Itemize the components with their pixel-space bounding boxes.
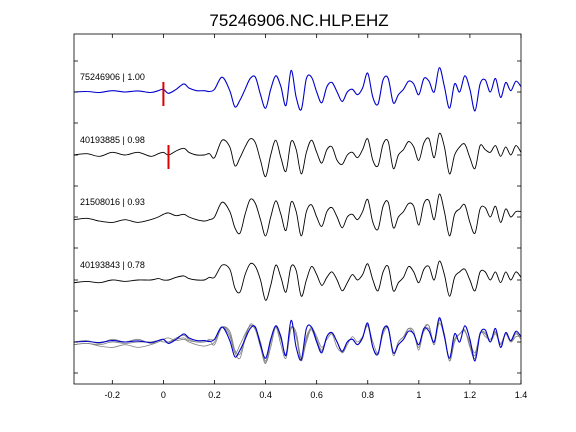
- trace-label-2: 40193885 | 0.98: [80, 135, 145, 145]
- trace-3: [73, 193, 522, 237]
- x-tick-label-6: 1: [416, 390, 421, 400]
- x-tick-label-5: 0.8: [361, 390, 374, 400]
- trace-4: [73, 260, 522, 301]
- trace-layer: [73, 67, 522, 301]
- overlay-layer: [73, 317, 522, 365]
- x-tick-label-7: 1.2: [464, 390, 477, 400]
- trace-2: [73, 132, 522, 178]
- x-tick-label-4: 0.6: [310, 390, 323, 400]
- trace-1: [73, 67, 522, 112]
- trace-label-4: 40193843 | 0.78: [80, 260, 145, 270]
- x-tick-label-2: 0.2: [208, 390, 221, 400]
- trace-label-3: 21508016 | 0.93: [80, 197, 145, 207]
- x-tick-label-8: 1.4: [515, 390, 528, 400]
- plot-frame: [73, 33, 522, 385]
- x-tick-label-0: -0.2: [105, 390, 121, 400]
- overlay-trace-1: [73, 317, 522, 362]
- chart-title: 75246906.NC.HLP.EHZ: [209, 11, 388, 30]
- trace-label-layer: 75246906 | 1.00 40193885 | 0.98 21508016 |…: [80, 72, 145, 270]
- pick-marker-layer: [162, 82, 170, 169]
- x-tick-label-1: 0: [161, 390, 166, 400]
- x-tick-label-3: 0.4: [259, 390, 272, 400]
- overlay-trace-4: [73, 322, 522, 363]
- axes: -0.2 0 0.2 0.4 0.6 0.8 1 1.2 1.4: [73, 33, 528, 400]
- trace-label-1: 75246906 | 1.00: [80, 72, 145, 82]
